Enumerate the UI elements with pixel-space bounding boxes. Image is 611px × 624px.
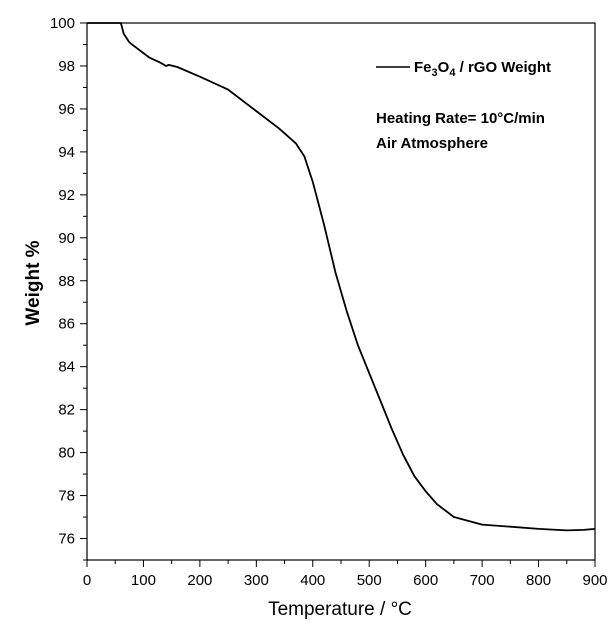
x-tick-label: 400 (300, 572, 325, 589)
y-tick-label: 100 (50, 15, 75, 32)
x-tick-label: 800 (526, 572, 551, 589)
plot-layer: 0 100 200 300 400 500 600 700 800 900 76 78 80 82 84 86… (50, 15, 608, 589)
y-tick-label: 98 (58, 58, 75, 75)
x-tick-label: 100 (131, 572, 156, 589)
y-tick-label: 90 (58, 230, 75, 247)
y-tick-label: 96 (58, 101, 75, 118)
x-tick-label: 300 (244, 572, 269, 589)
x-tick-label: 900 (582, 572, 607, 589)
y-tick-label: 80 (58, 445, 75, 462)
x-tick-label: 200 (187, 572, 212, 589)
x-tick-label: 700 (470, 572, 495, 589)
y-tick-label: 92 (58, 187, 75, 204)
annotation-atmosphere: Air Atmosphere (376, 135, 488, 152)
y-tick-label: 76 (58, 531, 75, 548)
annotation-heating-rate: Heating Rate= 10°C/min (376, 110, 545, 127)
legend: Fe3O4 / rGO Weight (376, 59, 551, 79)
x-tick-label: 500 (357, 572, 382, 589)
y-axis-title: Weight % (23, 240, 44, 325)
legend-label: Fe3O4 / rGO Weight (414, 59, 551, 79)
y-tick-label: 88 (58, 273, 75, 290)
series-line (87, 22, 596, 532)
y-tick-label: 78 (58, 488, 75, 505)
x-tick-label: 0 (83, 572, 91, 589)
y-tick-label: 84 (58, 359, 75, 376)
y-tick-label: 82 (58, 402, 75, 419)
y-tick-label: 86 (58, 316, 75, 333)
y-tick-label: 94 (58, 144, 75, 161)
x-tick-label: 600 (413, 572, 438, 589)
x-axis-title: Temperature / °C (268, 599, 412, 620)
